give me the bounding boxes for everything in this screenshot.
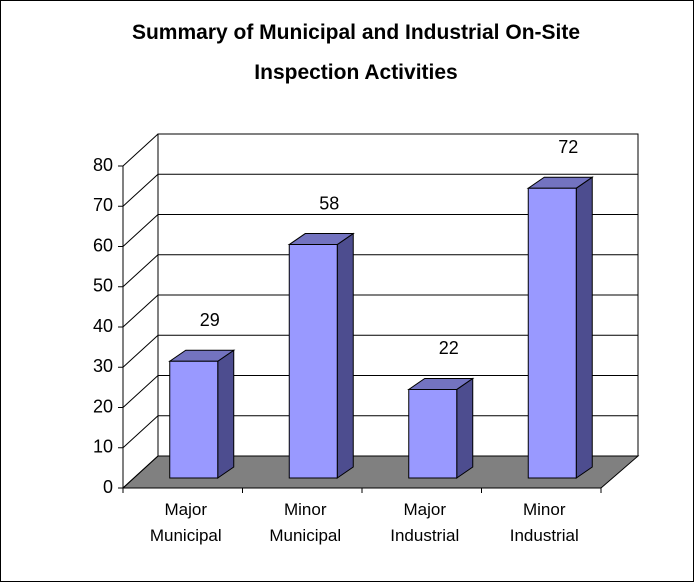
grid-line	[122, 334, 638, 368]
bar	[287, 232, 355, 479]
y-tick-label: 0	[103, 477, 113, 497]
y-tick-label: 30	[93, 356, 113, 376]
grid-line	[122, 375, 638, 408]
y-tick-label: 10	[93, 437, 113, 457]
bar	[526, 176, 594, 479]
y-tick-label: 70	[93, 195, 113, 215]
bar	[407, 377, 475, 479]
data-label: 58	[319, 193, 339, 213]
bar-side	[336, 232, 354, 479]
grid-line	[122, 415, 638, 449]
grid-line	[122, 455, 638, 489]
data-label: 22	[439, 338, 459, 358]
bar-side	[575, 176, 593, 479]
bar-side	[456, 377, 474, 479]
grid-line	[122, 173, 638, 207]
bar-front	[288, 244, 338, 479]
grid-line	[122, 214, 638, 247]
chart-title: Summary of Municipal and Industrial On-S…	[131, 21, 581, 84]
data-label: 29	[200, 310, 220, 330]
y-tick-label: 40	[93, 316, 113, 336]
grid-line	[122, 254, 638, 288]
bar-front	[169, 360, 219, 479]
x-tick-label: Major Municipal	[149, 500, 222, 545]
bar-front	[527, 187, 577, 479]
x-tick-label: Minor Industrial	[509, 500, 579, 545]
y-tick-label: 80	[93, 155, 113, 175]
y-tick-label: 20	[93, 396, 113, 416]
grid-line	[122, 294, 638, 328]
bar-side	[217, 349, 235, 479]
y-tick-label: 50	[93, 276, 113, 296]
y-tick-label: 60	[93, 235, 113, 255]
bar-front	[408, 388, 458, 479]
data-label: 72	[558, 137, 578, 157]
bar	[168, 349, 236, 479]
x-tick-label: Major Industrial	[390, 500, 460, 545]
grid-line	[122, 133, 638, 167]
x-tick-label: Minor Municipal	[269, 500, 342, 545]
